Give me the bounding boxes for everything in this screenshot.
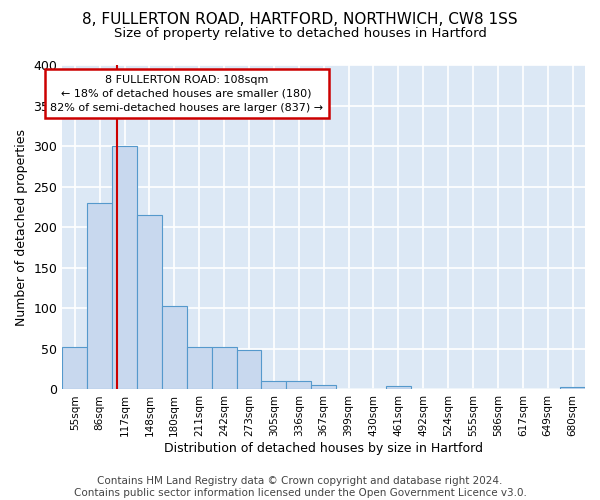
Bar [212, 348, 236, 390]
Y-axis label: Number of detached properties: Number of detached properties [15, 128, 28, 326]
Bar [311, 384, 336, 390]
Bar [262, 382, 286, 390]
Bar [236, 350, 262, 390]
Text: Size of property relative to detached houses in Hartford: Size of property relative to detached ho… [113, 28, 487, 40]
Text: Contains HM Land Registry data © Crown copyright and database right 2024.
Contai: Contains HM Land Registry data © Crown c… [74, 476, 526, 498]
Bar [162, 306, 187, 390]
Text: 8 FULLERTON ROAD: 108sqm
← 18% of detached houses are smaller (180)
82% of semi-: 8 FULLERTON ROAD: 108sqm ← 18% of detach… [50, 74, 323, 112]
Bar [386, 386, 411, 390]
Bar [62, 348, 87, 390]
Bar [187, 348, 212, 390]
X-axis label: Distribution of detached houses by size in Hartford: Distribution of detached houses by size … [164, 442, 483, 455]
Bar [560, 387, 585, 390]
Text: 8, FULLERTON ROAD, HARTFORD, NORTHWICH, CW8 1SS: 8, FULLERTON ROAD, HARTFORD, NORTHWICH, … [82, 12, 518, 28]
Bar [137, 215, 162, 390]
Bar [286, 382, 311, 390]
Bar [87, 203, 112, 390]
Bar [112, 146, 137, 390]
